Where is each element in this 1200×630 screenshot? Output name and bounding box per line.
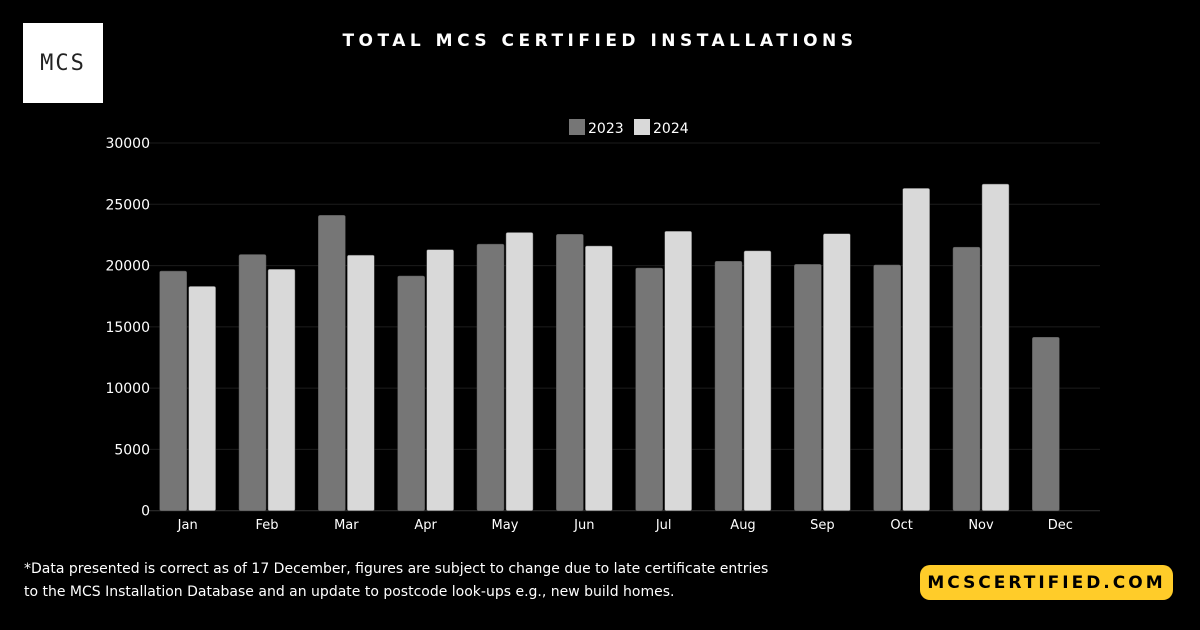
legend-label: 2023: [588, 121, 624, 137]
legend-swatch-2023: [569, 119, 585, 135]
bar-2023-Nov: [952, 246, 981, 511]
legend-swatch-2024: [634, 119, 650, 135]
website-button[interactable]: MCSCERTIFIED.COM: [920, 565, 1173, 600]
y-tick-label: 30000: [105, 136, 150, 152]
bar-chart: 0 5000 10000 15000 20000 25000 30000 Jan Feb Mar A…: [105, 119, 1100, 533]
bar-2023-Jun: [556, 234, 584, 511]
x-tick-label: Oct: [890, 518, 912, 533]
y-tick-label: 5000: [114, 442, 150, 458]
bar-2024-Jul: [664, 230, 692, 511]
x-tick-label: May: [492, 518, 519, 533]
x-tick-label: Aug: [730, 518, 755, 533]
x-tick-label: Mar: [334, 518, 359, 533]
x-tick-label: Jan: [177, 518, 198, 533]
bar-2024-Feb: [267, 268, 296, 511]
logo-text: MCS: [40, 50, 86, 76]
x-tick-label: Jul: [655, 518, 672, 533]
y-tick-label: 20000: [105, 259, 150, 275]
bar-2023-Apr: [397, 275, 425, 511]
bar-2024-Aug: [743, 250, 772, 511]
bar-2023-Feb: [238, 254, 267, 511]
bar-2023-Mar: [318, 215, 346, 511]
bar-2023-Dec: [1032, 337, 1060, 511]
x-tick-label: Sep: [810, 518, 835, 533]
bar-2024-Sep: [823, 233, 851, 511]
bar-2023-Jul: [635, 267, 663, 511]
x-tick-label: Nov: [968, 518, 994, 533]
bar-2023-May: [476, 243, 505, 511]
x-tick-label: Jun: [573, 518, 594, 533]
bar-2024-Jan: [188, 286, 216, 511]
x-tick-label: Dec: [1048, 518, 1073, 533]
chart-title: TOTAL MCS CERTIFIED INSTALLATIONS: [342, 31, 858, 51]
bar-2023-Sep: [794, 264, 822, 511]
bar-2024-Nov: [981, 183, 1010, 511]
bar-2024-May: [505, 232, 534, 511]
legend-label: 2024: [653, 121, 689, 137]
bar-2023-Jan: [159, 270, 187, 511]
y-tick-label: 10000: [105, 381, 150, 397]
bar-2023-Oct: [873, 264, 901, 511]
bar-2024-Jun: [585, 245, 613, 511]
bar-2024-Oct: [902, 188, 930, 511]
mcs-logo: MCS: [23, 23, 103, 103]
bar-2024-Apr: [426, 249, 454, 511]
y-tick-label: 15000: [105, 320, 150, 336]
footnote: *Data presented is correct as of 17 Dece…: [24, 561, 769, 600]
y-tick-label: 25000: [105, 197, 150, 213]
x-tick-label: Apr: [414, 518, 437, 533]
y-tick-label: 0: [141, 504, 150, 520]
bar-2023-Aug: [714, 261, 743, 511]
bar-2024-Mar: [347, 254, 375, 511]
x-tick-label: Feb: [255, 518, 278, 533]
